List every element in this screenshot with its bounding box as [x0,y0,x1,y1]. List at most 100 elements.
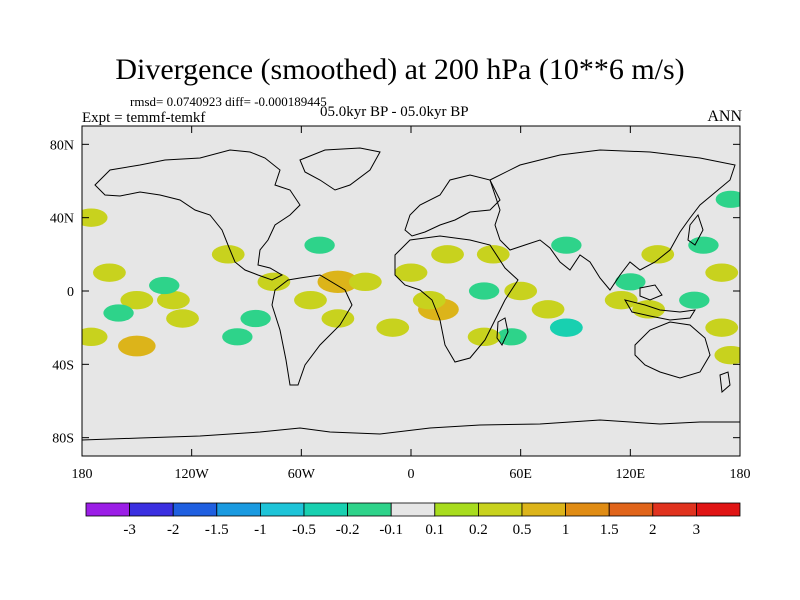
anomaly-region [82,327,108,347]
anomaly-region [120,290,154,310]
map-background [82,126,740,456]
anomaly-region [531,300,565,319]
anomaly-region [294,290,327,310]
anomaly-region [321,309,355,328]
anomaly-region [93,263,126,282]
colorbar-label: -3 [123,522,136,538]
period-label: 05.0kyr BP - 05.0kyr BP [320,104,469,120]
coastline-south-america [271,274,353,386]
anomaly-region [166,309,199,328]
y-tick-label: 40S [52,358,74,373]
x-tick-label: 180 [730,467,751,482]
anomaly-region [240,309,271,328]
colorbar-label: -0.1 [379,522,403,538]
x-tick-label: 180 [72,467,93,482]
stats-line: rmsd= 0.0740923 diff= -0.000189445 [130,94,327,109]
colorbar-label: 0.5 [513,522,532,538]
anomaly-region [504,281,538,301]
anomaly-layer [82,190,740,365]
y-tick-label: 40N [50,212,74,227]
anomaly-region [476,245,510,264]
coastline-japan [687,213,704,246]
x-tick-label: 0 [408,467,415,482]
anomaly-region [641,245,675,264]
anomaly-region [679,291,710,309]
colorbar-swatch [434,502,479,517]
anomaly-region [604,290,638,310]
colorbar-label: -0.2 [336,522,360,538]
anomaly-region [551,236,582,254]
x-tick-label: 60W [288,467,316,482]
x-tick-label: 60E [509,467,532,482]
colorbar-swatch [477,502,523,517]
coastlines [82,147,740,441]
colorbar-label: 0.1 [425,522,444,538]
anomaly-region [715,190,740,208]
colorbar-swatch [521,502,566,517]
coastline-indonesia [623,299,696,321]
anomaly-region [82,208,108,227]
coastline-australia [634,321,711,379]
coastline-asia [489,149,736,291]
colorbar-label: 1.5 [600,522,619,538]
coastline-africa [394,235,519,363]
y-tick-label: 0 [67,285,74,300]
anomaly-region [412,290,446,310]
coastline-greenland [299,147,381,191]
anomaly-region [118,335,156,357]
anomaly-region [103,304,134,322]
colorbar-swatch [652,502,697,517]
anomaly-region [394,263,428,282]
x-tick-label: 120W [175,467,210,482]
colorbar-label: 2 [649,522,657,538]
anomaly-region [431,245,464,264]
colorbar-swatch [303,502,348,517]
chart-title: Divergence (smoothed) at 200 hPa (10**6 … [115,53,685,86]
colorbar-label: -2 [167,522,180,538]
anomaly-region [376,318,410,337]
colorbar-swatch [129,502,174,517]
y-tick-label: 80S [52,432,74,447]
coastline-europe [404,174,501,237]
anomaly-region [211,245,245,264]
coastline-borneo [639,284,663,301]
coastline-new-zealand [719,371,731,394]
colorbar-label: 0.2 [469,522,488,538]
season-label: ANN [707,108,742,125]
colorbar-swatch [172,502,218,517]
colorbar-label: 1 [562,522,570,538]
colorbar-swatch [216,502,261,517]
anomaly-region [705,263,739,282]
anomaly-region [467,327,501,347]
anomaly-region [714,345,740,365]
colorbar-swatch [259,502,305,517]
colorbar-label: -0.5 [292,522,316,538]
axes: 180 120W 60W 0 60E 120E 180 80N 40N 0 40S 80S [50,126,751,482]
anomaly-region [317,270,359,294]
coastline-north-america [94,149,301,281]
anomaly-region [222,328,253,346]
anomaly-region [705,318,739,337]
anomaly-region [615,273,646,291]
colorbar-label: -1.5 [205,522,229,538]
colorbar-label: -1 [254,522,267,538]
colorbar-label: 3 [693,522,701,538]
anomaly-region [304,236,335,254]
anomaly-region [549,318,583,337]
colorbar-swatch [85,502,130,517]
colorbar: -3 -2 -1.5 -1 -0.5 -0.2 -0.1 0.1 0.2 0.5 1 1.5 2 3 [85,502,741,538]
coastline-antarctica [82,419,740,441]
colorbar-swatch [347,502,392,517]
anomaly-region [156,290,190,310]
y-tick-label: 80N [50,138,74,153]
colorbar-swatch [390,502,436,517]
anomaly-region [149,276,180,295]
anomaly-region [468,282,500,300]
experiment-label: Expt = temmf-temkf [82,110,206,126]
colorbar-swatch [608,502,654,517]
anomaly-region [688,236,719,254]
x-tick-label: 120E [616,467,646,482]
coastline-madagascar [496,317,509,346]
anomaly-region [348,272,382,292]
